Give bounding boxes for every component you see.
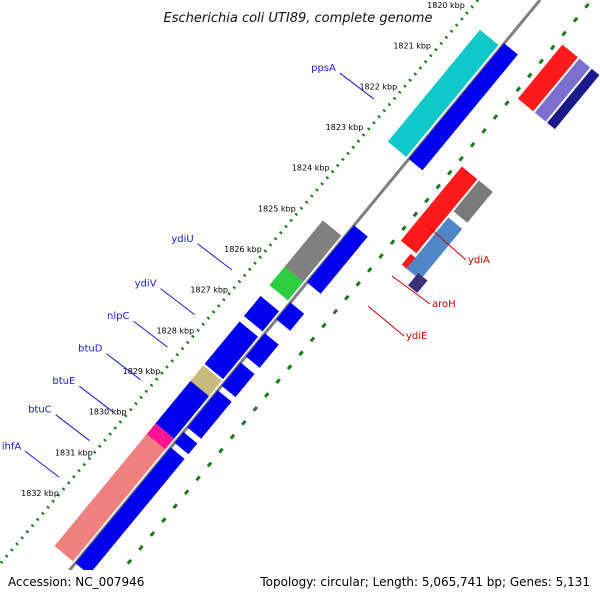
cds-navy[interactable] <box>547 68 600 130</box>
cds-red-4[interactable] <box>517 44 578 112</box>
gene-leader-line <box>429 227 467 261</box>
tick-label: 1830 kbp <box>89 408 127 417</box>
gene-leader-line <box>133 320 168 348</box>
footer-bg <box>0 570 600 600</box>
cds-red-3[interactable] <box>436 166 478 211</box>
gene-leader-line <box>106 353 141 381</box>
tick-label: 1822 kbp <box>359 82 397 91</box>
gene-label-nlpC[interactable]: nlpC <box>107 311 129 322</box>
gene-label-btuE[interactable]: btuE <box>52 376 75 387</box>
gene-label-ihfA[interactable]: ihfA <box>2 441 22 452</box>
cds-green[interactable] <box>269 266 304 301</box>
gene-label-ydiA[interactable]: ydiA <box>468 255 490 266</box>
tick-label: 1828 kbp <box>156 326 194 335</box>
cds-grey-2[interactable] <box>453 180 493 223</box>
gene-leader-line <box>339 72 375 100</box>
cds-lavender[interactable] <box>534 58 591 122</box>
cds-blue-b[interactable] <box>204 321 259 380</box>
tick-label: 1826 kbp <box>224 245 262 254</box>
tick-label: 1823 kbp <box>326 123 364 132</box>
cds-blue-row2-e[interactable] <box>245 333 279 368</box>
cds-blue-c[interactable] <box>244 295 280 332</box>
gene-label-ydiU[interactable]: ydiU <box>171 234 193 245</box>
gene-leader-line <box>55 414 90 442</box>
gene-label-btuD[interactable]: btuD <box>78 344 103 355</box>
gene-label-ydiE[interactable]: ydiE <box>406 331 427 342</box>
accession-text: Accession: NC_007946 <box>8 575 144 589</box>
cds-steelblue[interactable] <box>406 217 463 280</box>
gene-label-ppsA[interactable]: ppsA <box>311 63 336 74</box>
cds-blue-row2-h[interactable] <box>408 43 518 171</box>
tick-label: 1827 kbp <box>190 286 228 295</box>
gene-label-btuC[interactable]: btuC <box>28 405 52 416</box>
forward-features-2 <box>75 43 518 575</box>
tick-label: 1832 kbp <box>21 489 59 498</box>
cds-darkpurple[interactable] <box>407 272 428 293</box>
gene-leader-line <box>367 305 405 337</box>
cds-magenta[interactable] <box>146 423 175 450</box>
tick-label: 1820 kbp <box>427 1 465 10</box>
tick-label: 1824 kbp <box>292 164 330 173</box>
cds-red-2[interactable] <box>400 195 454 254</box>
gene-leader-line <box>24 450 60 478</box>
map-title: Escherichia coli UTI89, complete genome <box>164 11 433 26</box>
gene-leader-line <box>79 385 114 413</box>
tick-label: 1825 kbp <box>258 204 296 213</box>
gene-labels: ppsA ydiU ydiV nlpC btuD btuE btuC ihfA ydiA aroH… <box>2 63 490 478</box>
cds-blue-row2-b[interactable] <box>174 431 198 455</box>
reverse-features <box>400 44 600 293</box>
cds-blue-a[interactable] <box>155 380 210 439</box>
tick-label: 1829 kbp <box>123 367 161 376</box>
tick-labels: 1820 kbp 1821 kbp 1822 kbp 1823 kbp 1824 kbp… <box>21 1 465 498</box>
cds-blue-row2-c[interactable] <box>187 390 232 439</box>
gene-label-aroH[interactable]: aroH <box>432 299 456 310</box>
cds-blue-row2-g[interactable] <box>306 225 368 294</box>
cds-blue-row2-a[interactable] <box>75 447 185 575</box>
forward-features <box>54 29 499 562</box>
summary-text: Topology: circular; Length: 5,065,741 bp… <box>259 575 590 589</box>
gc-track-outer <box>0 0 480 565</box>
tick-label: 1821 kbp <box>393 42 431 51</box>
cds-grey[interactable] <box>284 220 342 282</box>
cds-blue-row2-f[interactable] <box>276 302 305 331</box>
cds-cyan[interactable] <box>387 29 499 157</box>
gene-label-ydiV[interactable]: ydiV <box>135 279 157 290</box>
cds-blue-row2-d[interactable] <box>221 362 255 398</box>
gene-leader-line <box>160 288 195 315</box>
gene-leader-line <box>391 275 431 305</box>
tick-label: 1831 kbp <box>55 448 93 457</box>
cds-pink-block[interactable] <box>54 434 166 562</box>
cds-olive[interactable] <box>190 365 222 397</box>
gene-leader-line <box>197 243 233 271</box>
